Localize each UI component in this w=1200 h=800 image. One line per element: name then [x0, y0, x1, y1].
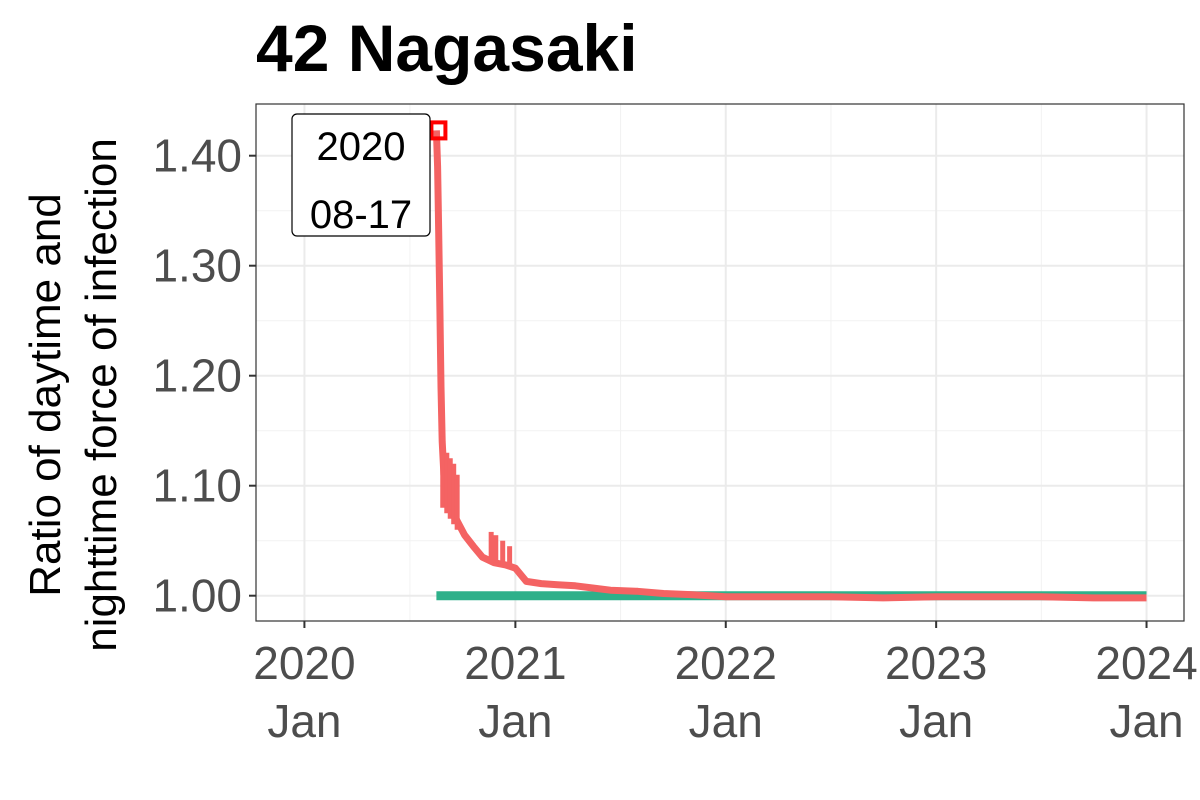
annotation-date: 08-17 — [310, 193, 412, 237]
x-tick-label-month: Jan — [267, 695, 341, 747]
x-tick-label-year: 2022 — [675, 637, 777, 689]
axis-ticks — [249, 154, 1148, 628]
annotation-year: 2020 — [317, 125, 406, 169]
y-tick-label: 1.40 — [152, 130, 242, 182]
y-tick-label: 1.30 — [152, 240, 242, 292]
grid — [256, 104, 1184, 621]
series-layer — [429, 120, 1147, 602]
x-tick-label-year: 2024 — [1095, 637, 1197, 689]
x-tick-label-month: Jan — [899, 695, 973, 747]
y-tick-label: 1.10 — [152, 460, 242, 512]
y-tick-label: 1.00 — [152, 570, 242, 622]
x-tick-label-year: 2020 — [253, 637, 355, 689]
plot-panel-border — [255, 103, 1185, 622]
tick-labels: 1.00 1.10 1.20 1.30 1.40 2020 Jan 2021 Jan 2022 Ja… — [152, 130, 1197, 747]
y-axis-label-line-1: Ratio of daytime and — [21, 193, 70, 597]
annotation-box — [291, 113, 431, 237]
series-line-2 — [432, 130, 1147, 602]
x-tick-label-year: 2021 — [464, 637, 566, 689]
x-tick-label-month: Jan — [689, 695, 763, 747]
y-tick-label: 1.20 — [152, 350, 242, 402]
chart-title: 42 Nagasaki — [256, 11, 638, 85]
x-tick-label-year: 2023 — [885, 637, 987, 689]
x-tick-label-month: Jan — [478, 695, 552, 747]
start-marker — [429, 120, 448, 141]
y-axis-label-line-2: nighttime force of infection — [77, 138, 126, 652]
y-axis-label: Ratio of daytime and nighttime force of … — [21, 138, 126, 652]
date-annotation: 2020 08-17 — [291, 113, 431, 237]
x-tick-label-month: Jan — [1109, 695, 1183, 747]
